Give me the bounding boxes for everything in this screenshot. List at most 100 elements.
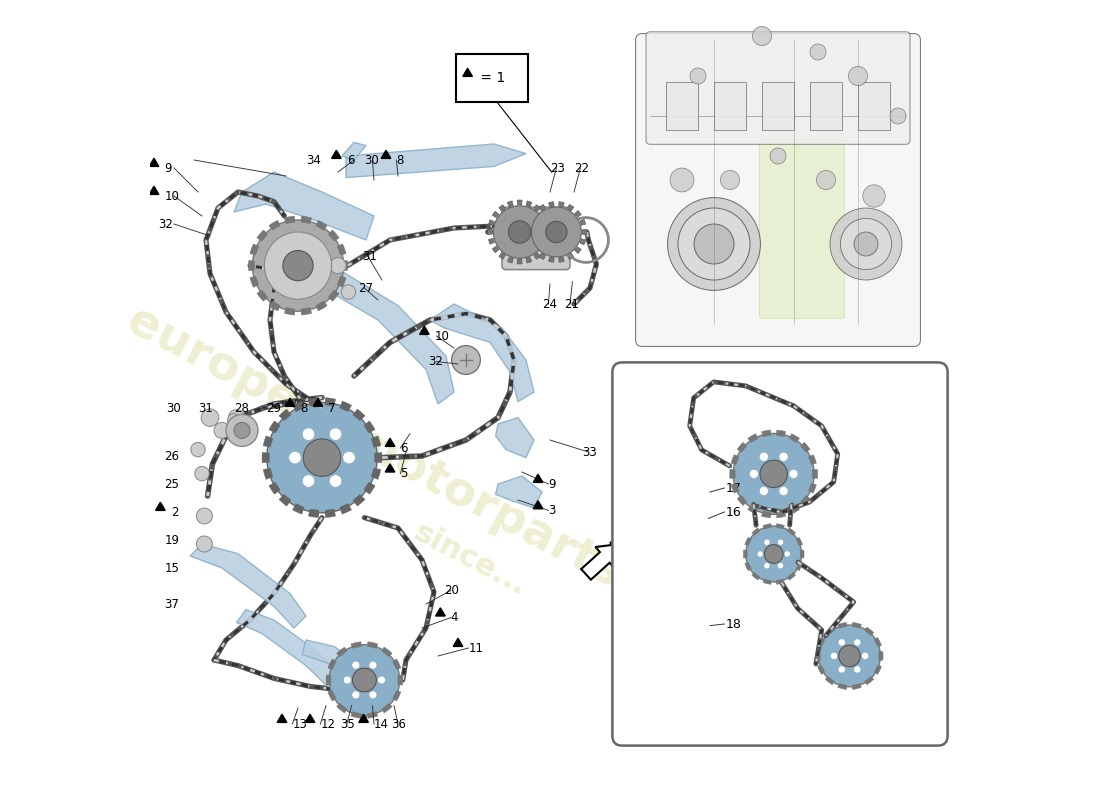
Polygon shape <box>393 690 400 701</box>
Polygon shape <box>277 714 287 722</box>
Circle shape <box>368 661 377 669</box>
Polygon shape <box>790 434 800 442</box>
Polygon shape <box>398 675 403 685</box>
Polygon shape <box>293 503 305 514</box>
Circle shape <box>751 531 796 577</box>
Circle shape <box>752 26 771 46</box>
Wedge shape <box>549 202 554 207</box>
FancyBboxPatch shape <box>618 8 938 356</box>
Text: 5: 5 <box>400 467 408 480</box>
Circle shape <box>720 170 739 190</box>
Circle shape <box>668 198 760 290</box>
Circle shape <box>229 410 244 426</box>
Polygon shape <box>777 430 785 437</box>
Polygon shape <box>301 307 311 315</box>
Wedge shape <box>526 201 531 207</box>
Circle shape <box>252 220 343 311</box>
Polygon shape <box>324 509 336 518</box>
Wedge shape <box>547 230 551 234</box>
Polygon shape <box>367 712 378 718</box>
Wedge shape <box>488 220 495 226</box>
Circle shape <box>276 412 367 503</box>
Polygon shape <box>285 398 295 406</box>
Polygon shape <box>748 506 758 514</box>
Circle shape <box>694 224 734 264</box>
Wedge shape <box>517 259 522 264</box>
Polygon shape <box>382 647 393 657</box>
Wedge shape <box>498 253 505 259</box>
Polygon shape <box>838 622 847 628</box>
Wedge shape <box>534 253 540 259</box>
Polygon shape <box>341 261 348 270</box>
Polygon shape <box>817 665 825 674</box>
Polygon shape <box>284 216 295 224</box>
Circle shape <box>304 439 341 476</box>
Polygon shape <box>825 627 835 635</box>
Circle shape <box>336 651 394 709</box>
Bar <box>666 82 698 130</box>
Text: 9: 9 <box>549 478 556 490</box>
Polygon shape <box>801 495 811 506</box>
Polygon shape <box>326 675 331 685</box>
Circle shape <box>352 661 360 669</box>
FancyBboxPatch shape <box>646 32 910 144</box>
Circle shape <box>190 442 206 457</box>
Polygon shape <box>852 622 861 628</box>
Text: 23: 23 <box>550 162 565 174</box>
Wedge shape <box>534 205 540 211</box>
Circle shape <box>228 414 241 426</box>
Polygon shape <box>737 495 747 506</box>
Circle shape <box>329 645 399 715</box>
Circle shape <box>740 441 807 507</box>
Polygon shape <box>324 398 336 406</box>
Wedge shape <box>540 246 547 253</box>
Circle shape <box>830 652 837 659</box>
Text: 9: 9 <box>164 162 172 174</box>
Wedge shape <box>549 257 554 262</box>
Wedge shape <box>568 205 574 211</box>
Circle shape <box>341 285 355 299</box>
Wedge shape <box>540 211 547 218</box>
Wedge shape <box>559 257 564 262</box>
Circle shape <box>759 486 769 495</box>
Circle shape <box>830 208 902 280</box>
Circle shape <box>197 508 212 524</box>
Text: 8: 8 <box>300 402 308 414</box>
Circle shape <box>302 428 315 441</box>
Polygon shape <box>796 562 803 570</box>
Polygon shape <box>865 627 873 635</box>
Circle shape <box>734 434 814 514</box>
Circle shape <box>352 691 360 699</box>
Polygon shape <box>337 703 348 713</box>
Circle shape <box>343 676 351 684</box>
Polygon shape <box>800 550 804 558</box>
Circle shape <box>789 470 797 478</box>
Polygon shape <box>340 401 352 412</box>
Wedge shape <box>574 247 581 254</box>
Text: 18: 18 <box>726 618 741 630</box>
Polygon shape <box>342 142 366 160</box>
Polygon shape <box>364 482 375 494</box>
Bar <box>858 82 890 130</box>
FancyBboxPatch shape <box>636 34 921 346</box>
Circle shape <box>838 639 845 646</box>
Text: 31: 31 <box>362 250 377 262</box>
Polygon shape <box>751 573 760 580</box>
Circle shape <box>816 170 836 190</box>
Polygon shape <box>353 494 365 506</box>
Polygon shape <box>359 714 369 722</box>
Text: 16: 16 <box>726 506 741 518</box>
Wedge shape <box>544 238 551 244</box>
Text: 36: 36 <box>392 718 407 730</box>
Wedge shape <box>531 247 538 254</box>
Text: 30: 30 <box>166 402 180 414</box>
Circle shape <box>267 402 377 513</box>
Text: 33: 33 <box>582 446 596 458</box>
Circle shape <box>690 68 706 84</box>
Polygon shape <box>268 421 280 433</box>
Polygon shape <box>293 401 305 412</box>
Circle shape <box>508 221 531 243</box>
Text: 34: 34 <box>306 154 321 166</box>
Polygon shape <box>250 244 258 255</box>
Polygon shape <box>732 454 739 465</box>
